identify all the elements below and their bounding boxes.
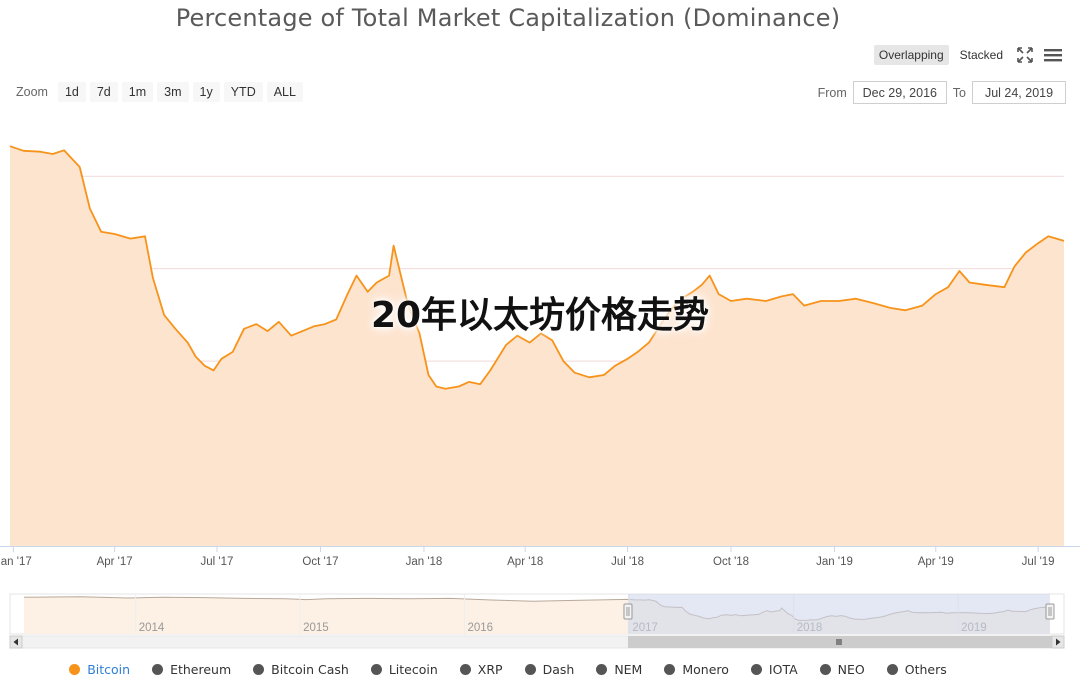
legend-marker: [253, 664, 265, 675]
chart-title: Percentage of Total Market Capitalizatio…: [175, 4, 841, 32]
date-range-bar: From To: [818, 81, 1066, 104]
x-tick-label: Jan '19: [816, 556, 853, 568]
navigator-year-label: 2015: [303, 622, 329, 634]
zoom-7d-button[interactable]: 7d: [89, 82, 118, 102]
fullscreen-icon[interactable]: [1014, 44, 1036, 66]
hamburger-menu-icon[interactable]: [1042, 44, 1064, 66]
zoom-bar: Zoom 1d 7d 1m 3m 1y YTD ALL: [16, 82, 303, 102]
legend-item-litecoin[interactable]: Litecoin: [370, 662, 438, 677]
legend-item-others[interactable]: Others: [886, 662, 947, 677]
x-tick-label: Oct '18: [713, 556, 749, 568]
to-label: To: [952, 85, 966, 100]
legend-marker: [750, 664, 762, 675]
legend-marker: [370, 664, 382, 675]
x-tick-label: Apr '17: [97, 556, 133, 568]
zoom-1d-button[interactable]: 1d: [57, 82, 86, 102]
bitcoin-area: [10, 146, 1064, 546]
zoom-1y-button[interactable]: 1y: [192, 82, 220, 102]
zoom-all-button[interactable]: ALL: [266, 82, 303, 102]
navigator-selection[interactable]: [627, 594, 1050, 634]
dominance-area-chart: Jan '17 Apr '17 Jul '17 Oct '17 Jan '18 Apr '…: [0, 145, 1080, 568]
legend-item-nem[interactable]: NEM: [596, 662, 642, 677]
zoom-ytd-button[interactable]: YTD: [223, 82, 263, 102]
bitcoin-line: [9, 145, 1065, 390]
x-tick-label: Jul '18: [611, 556, 644, 568]
legend-marker: [819, 664, 831, 675]
legend-item-bitcoin-cash[interactable]: Bitcoin Cash: [253, 662, 349, 677]
legend-label: Litecoin: [388, 662, 438, 677]
legend-item-iota[interactable]: IOTA: [750, 662, 798, 677]
x-tick-label: Jan '17: [0, 556, 32, 568]
legend-marker: [524, 664, 536, 675]
view-mode-bar: Overlapping Stacked: [873, 44, 1064, 66]
legend-marker: [664, 664, 676, 675]
x-tick-label: Oct '17: [302, 556, 338, 568]
legend-label: Dash: [542, 662, 575, 677]
x-tick-label: Apr '19: [918, 556, 954, 568]
overlapping-button[interactable]: Overlapping: [873, 45, 949, 65]
legend-marker: [459, 664, 471, 675]
zoom-label: Zoom: [16, 85, 48, 99]
x-tick-label: Jul '19: [1022, 556, 1055, 568]
zoom-3m-button[interactable]: 3m: [157, 82, 189, 102]
legend: Bitcoin Ethereum Bitcoin Cash Litecoin XRP Da…: [0, 662, 1016, 677]
navigator-left-handle[interactable]: [623, 603, 633, 620]
x-tick-label: Apr '18: [507, 556, 543, 568]
legend-item-monero[interactable]: Monero: [664, 662, 729, 677]
legend-label: NEM: [614, 662, 643, 677]
legend-item-bitcoin[interactable]: Bitcoin: [69, 662, 130, 677]
x-tick-label: Jul '17: [201, 556, 234, 568]
legend-label: Monero: [682, 662, 729, 677]
navigator-year-label: 2016: [467, 622, 493, 634]
legend-marker: [886, 664, 898, 675]
from-label: From: [817, 85, 847, 100]
to-date-input[interactable]: [972, 81, 1066, 104]
legend-item-ethereum[interactable]: Ethereum: [152, 662, 231, 677]
legend-item-neo[interactable]: NEO: [819, 662, 865, 677]
legend-label: Ethereum: [170, 662, 232, 677]
stacked-button[interactable]: Stacked: [959, 48, 1003, 62]
x-tick-label: Jan '18: [406, 556, 443, 568]
navigator-right-handle[interactable]: [1045, 603, 1055, 620]
legend-label: IOTA: [768, 662, 798, 677]
scroll-left-arrow-icon: [13, 638, 18, 646]
zoom-1m-button[interactable]: 1m: [121, 82, 154, 102]
navigator-year-label: 2014: [139, 622, 165, 634]
legend-item-xrp[interactable]: XRP: [459, 662, 503, 677]
legend-marker: [69, 664, 81, 675]
scroll-right-arrow-icon: [1056, 638, 1061, 646]
navigator-chart[interactable]: 201420152016201720182019: [0, 590, 1080, 652]
legend-marker: [596, 664, 608, 675]
from-date-input[interactable]: [852, 81, 947, 104]
legend-item-dash[interactable]: Dash: [524, 662, 575, 677]
legend-label: Bitcoin Cash: [271, 662, 349, 677]
legend-label: NEO: [837, 662, 865, 677]
legend-label: Others: [904, 662, 947, 677]
legend-marker: [152, 664, 164, 675]
legend-label: XRP: [477, 662, 503, 677]
navigator-scrollbar-thumb[interactable]: [627, 636, 1064, 648]
legend-label: Bitcoin: [87, 662, 131, 677]
